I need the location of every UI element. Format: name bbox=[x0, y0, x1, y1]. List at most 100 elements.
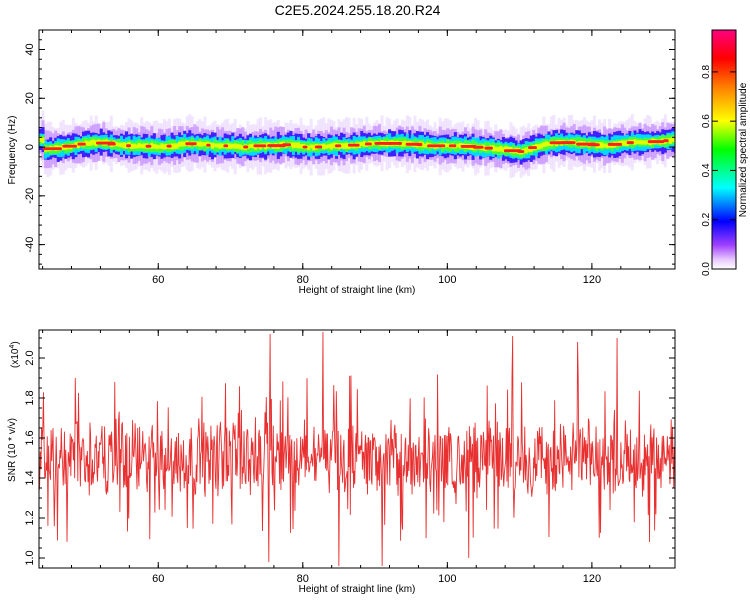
heatmap-cell bbox=[641, 140, 645, 145]
heatmap-cell bbox=[228, 143, 232, 150]
heatmap-cell bbox=[423, 143, 427, 148]
heatmap-cell bbox=[122, 142, 126, 149]
heatmap-peak bbox=[267, 144, 286, 148]
spectrogram-panel: 60 80 100 120 40 20 0 -20 -40 Height of straigh… bbox=[7, 29, 676, 296]
heatmap-peak bbox=[364, 142, 372, 146]
heatmap-cell bbox=[547, 141, 551, 146]
heatmap-cell bbox=[140, 143, 144, 149]
snr-frame bbox=[38, 329, 676, 569]
heatmap-cell bbox=[332, 142, 336, 149]
heatmap-cell bbox=[312, 144, 316, 151]
heatmap-cell bbox=[623, 140, 627, 147]
heatmap-cell bbox=[162, 144, 166, 150]
spectrogram-y-ticks: 40 20 0 -20 -40 bbox=[24, 29, 675, 265]
heatmap-cell bbox=[499, 145, 503, 152]
heatmap-cell bbox=[673, 138, 675, 143]
heatmap-cell bbox=[633, 139, 637, 145]
heatmap-cell bbox=[200, 142, 204, 147]
snr-x-tick-label: 120 bbox=[583, 573, 601, 585]
heatmap-peak bbox=[662, 139, 669, 143]
heatmap-cell bbox=[496, 147, 500, 152]
heatmap-cell bbox=[494, 146, 498, 152]
heatmap-cell bbox=[643, 140, 647, 145]
heatmap-cell bbox=[307, 145, 311, 151]
heatmap-cell bbox=[183, 141, 187, 147]
heatmap-cell bbox=[236, 143, 240, 149]
heatmap-cell bbox=[231, 143, 235, 149]
heatmap-cell bbox=[420, 142, 424, 148]
heatmap-cell bbox=[198, 141, 202, 147]
colorbar-tick-label: 0.6 bbox=[701, 114, 712, 128]
spectrogram-y-tick-label: 0 bbox=[24, 144, 36, 150]
heatmap-cell bbox=[542, 142, 546, 148]
heatmap-cell bbox=[646, 140, 650, 145]
heatmap-peak bbox=[42, 147, 63, 151]
spectrogram-x-tick-label: 120 bbox=[583, 274, 601, 286]
heatmap-cell bbox=[241, 145, 245, 150]
snr-y-ticks: 1.0 1.2 1.4 1.6 1.8 2.0 bbox=[24, 337, 675, 569]
heatmap-cell bbox=[39, 136, 43, 142]
spectrogram-y-tick-label: 20 bbox=[24, 92, 36, 104]
heatmap-cell bbox=[89, 140, 93, 146]
heatmap-peak bbox=[448, 144, 457, 148]
colorbar-ticks: 0.0 0.2 0.4 0.6 0.8 bbox=[701, 64, 736, 276]
heatmap-peak bbox=[126, 144, 132, 148]
heatmap-cell bbox=[638, 140, 642, 145]
snr-x-tick-label: 60 bbox=[152, 573, 164, 585]
heatmap-cell bbox=[152, 144, 156, 149]
colorbar-label: Normalized spectral amplitude bbox=[738, 82, 749, 217]
heatmap-cell bbox=[251, 143, 255, 149]
heatmap-peak bbox=[396, 141, 403, 145]
heatmap-cell bbox=[635, 140, 640, 145]
heatmap-cell bbox=[173, 143, 177, 150]
colorbar-tick-label: 0.2 bbox=[701, 212, 712, 226]
heatmap-peak bbox=[334, 144, 342, 148]
heatmap-peak bbox=[62, 144, 77, 148]
heatmap-cell bbox=[446, 143, 450, 148]
heatmap-cell bbox=[248, 144, 252, 149]
heatmap-peak bbox=[484, 146, 493, 150]
spectrogram-y-label: Frequency (Hz) bbox=[7, 116, 18, 185]
snr-scale-note: (x104) bbox=[9, 341, 21, 368]
heatmap-peak bbox=[472, 145, 484, 149]
heatmap-peak bbox=[587, 143, 600, 147]
snr-x-tick-label: 100 bbox=[438, 573, 456, 585]
snr-y-label: SNR (10 * v/v) bbox=[7, 418, 18, 482]
heatmap-peak bbox=[314, 145, 323, 149]
heatmap-peak bbox=[166, 144, 172, 148]
colorbar-tick-label: 0.4 bbox=[701, 163, 712, 177]
snr-y-tick-label: 2.0 bbox=[24, 350, 36, 365]
heatmap-cell bbox=[544, 141, 548, 147]
heatmap-cell bbox=[501, 147, 505, 153]
heatmap-cell bbox=[150, 142, 154, 149]
heatmap-cell bbox=[142, 143, 146, 149]
heatmap-cell bbox=[203, 142, 207, 147]
spectrogram-frame bbox=[38, 29, 676, 270]
snr-x-ticks: 60 80 100 120 bbox=[42, 330, 651, 585]
heatmap-cell bbox=[400, 141, 404, 147]
heatmap-peak bbox=[607, 142, 623, 146]
heatmap-peak bbox=[253, 144, 267, 148]
heatmap-cell bbox=[130, 143, 134, 149]
heatmap-cell bbox=[456, 143, 460, 148]
snr-series-line bbox=[39, 331, 675, 567]
heatmap-cell bbox=[160, 143, 164, 150]
snr-scale-text: (x104) bbox=[9, 341, 21, 368]
heatmap-peak bbox=[549, 141, 564, 145]
heatmap-cell bbox=[135, 144, 139, 149]
heatmap-cell bbox=[119, 142, 123, 148]
heatmap-cell bbox=[443, 143, 447, 148]
heatmap-cell bbox=[403, 140, 407, 147]
heatmap-peak bbox=[243, 145, 249, 149]
heatmap-cell bbox=[620, 140, 624, 146]
snr-panel: 60 80 100 120 1.0 1.2 1.4 1.6 1.8 2.0 Height of … bbox=[7, 329, 676, 595]
heatmap-cell bbox=[668, 137, 672, 144]
snr-y-tick-label: 1.0 bbox=[24, 550, 36, 565]
colorbar-tick-label: 0.0 bbox=[701, 262, 712, 276]
heatmap-cell bbox=[362, 141, 366, 147]
heatmap-cell bbox=[238, 144, 242, 150]
heatmap-cell bbox=[178, 141, 182, 147]
heatmap-cell bbox=[211, 142, 215, 149]
heatmap-cell bbox=[180, 141, 184, 147]
heatmap-cell bbox=[539, 143, 543, 149]
